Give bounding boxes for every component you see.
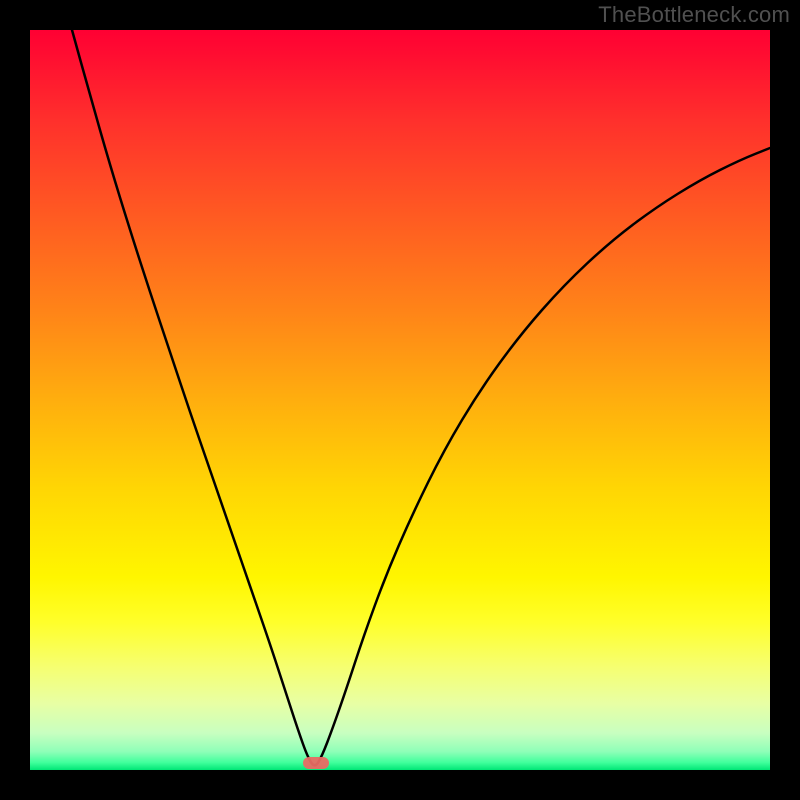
chart-svg	[0, 0, 800, 800]
chart-frame: TheBottleneck.com	[0, 0, 800, 800]
watermark-text: TheBottleneck.com	[598, 2, 790, 28]
plot-background	[30, 30, 770, 770]
apex-marker	[303, 757, 329, 769]
